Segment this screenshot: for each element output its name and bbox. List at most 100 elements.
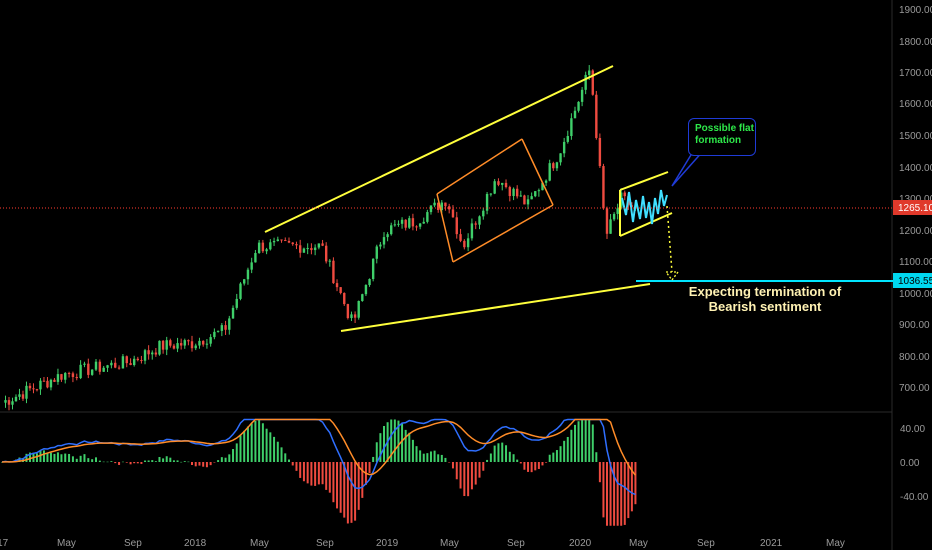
candle-body	[501, 182, 504, 185]
macd-histogram-bar	[83, 454, 86, 462]
macd-histogram-bar	[548, 454, 551, 462]
candle-body	[485, 193, 489, 211]
candle-body	[265, 249, 268, 252]
time-tick: 2019	[376, 538, 399, 549]
macd-histogram-bar	[202, 462, 205, 467]
macd-histogram-bar	[295, 462, 298, 471]
macd-histogram-bar	[527, 462, 530, 472]
macd-histogram-bar	[390, 419, 393, 462]
candle-body	[415, 226, 418, 228]
macd-histogram-bar	[183, 461, 186, 462]
price-tick: 1800.00	[899, 37, 932, 48]
candle-body	[151, 352, 154, 355]
candle-body	[129, 363, 132, 366]
candle-body	[64, 373, 67, 380]
macd-histogram-bar	[581, 419, 584, 462]
candle-body	[220, 325, 224, 331]
candle-body	[98, 361, 102, 372]
candle-body	[257, 242, 261, 254]
macd-histogram-bar	[191, 462, 193, 466]
candle-body	[463, 240, 466, 248]
candle-body	[117, 367, 121, 369]
macd-histogram-bar	[95, 457, 97, 462]
macd-histogram-bar	[220, 457, 223, 462]
macd-histogram-bar	[574, 424, 576, 462]
macd-histogram-bar	[537, 462, 540, 469]
macd-axis: 40.00 0.00 -40.00	[900, 424, 929, 503]
candle-body	[616, 208, 619, 214]
candle-body	[440, 202, 444, 210]
candle-body	[143, 350, 147, 361]
macd-histogram-bar	[570, 429, 573, 462]
candlestick-series	[4, 65, 637, 411]
candle-body	[56, 374, 60, 382]
macd-histogram-bar	[512, 454, 515, 462]
candle-body	[482, 210, 485, 217]
candle-body	[35, 389, 39, 391]
candle-body	[136, 358, 140, 361]
candle-body	[310, 248, 313, 251]
macd-histogram-bar	[346, 462, 349, 524]
macd-histogram-bar	[180, 461, 183, 463]
callout-line: formation	[695, 135, 742, 146]
candle-body	[400, 219, 404, 224]
candle-body	[158, 340, 161, 355]
macd-histogram-bar	[246, 426, 249, 462]
flat-channel-top	[619, 171, 669, 191]
macd-histogram-bar	[328, 462, 331, 493]
price-tick: 800.00	[899, 352, 930, 363]
candle-body	[504, 182, 508, 188]
macd-tick: 0.00	[900, 458, 920, 469]
candle-body	[284, 240, 287, 242]
macd-histogram-bar	[437, 454, 440, 462]
candle-body	[605, 208, 609, 234]
candle-body	[28, 385, 32, 389]
macd-histogram-bar	[422, 453, 425, 462]
macd-histogram-bar	[68, 453, 71, 462]
candle-body	[209, 337, 212, 344]
macd-histogram-bar	[288, 459, 290, 462]
macd-histogram-bar	[397, 420, 400, 462]
candle-body	[42, 380, 46, 382]
macd-histogram-bar	[165, 456, 168, 462]
candle-body	[321, 243, 324, 246]
callout-line: Possible flat	[695, 123, 754, 134]
macd-histogram-bar	[144, 460, 147, 462]
macd-histogram-bar	[136, 462, 139, 464]
signal-line	[1, 418, 637, 476]
candle-body	[602, 166, 605, 209]
macd-histogram-bar	[336, 462, 339, 509]
macd-histogram-bar	[523, 462, 526, 470]
candle-body	[530, 196, 533, 200]
macd-histogram-bar	[250, 423, 253, 462]
candle-body	[397, 223, 400, 225]
macd-histogram-bar	[591, 424, 594, 462]
macd-histogram-bar	[46, 453, 49, 462]
macd-histogram-bar	[102, 461, 105, 463]
candle-body	[470, 223, 474, 239]
macd-histogram-bar	[269, 432, 272, 462]
macd-histogram-bar	[354, 462, 357, 521]
macd-tick: 40.00	[900, 424, 925, 435]
macd-histogram-bar	[501, 442, 504, 462]
macd-histogram-bar	[261, 423, 264, 462]
macd-histogram-bar	[28, 452, 31, 462]
target-note: Expecting termination of Bearish sentime…	[660, 284, 870, 314]
candle-body	[591, 70, 594, 95]
candle-body	[390, 225, 393, 235]
macd-histogram-bar	[440, 454, 443, 462]
candle-body	[534, 191, 537, 197]
macd-histogram-bar	[584, 419, 587, 462]
candle-body	[541, 182, 544, 191]
candle-body	[172, 345, 176, 349]
candle-body	[426, 212, 429, 222]
macd-histogram-bar	[357, 462, 360, 510]
macd-histogram-bar	[361, 462, 364, 498]
macd-histogram-bar	[605, 462, 608, 526]
candle-body	[478, 216, 481, 225]
macd-histogram-bar	[401, 422, 404, 462]
macd-histogram-bar	[35, 453, 38, 462]
candle-body	[411, 218, 415, 227]
candle-body	[573, 110, 577, 119]
macd-histogram-bar	[302, 462, 305, 482]
